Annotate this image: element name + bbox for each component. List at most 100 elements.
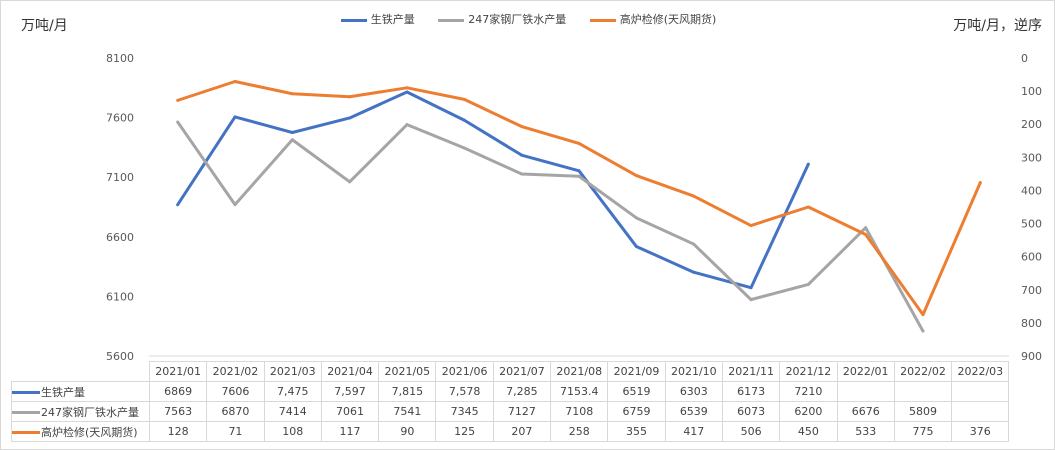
x-tick-label: 2022/01 <box>836 361 895 382</box>
data-label: 125 <box>435 421 494 442</box>
series-name: 生铁产量 <box>41 385 85 399</box>
x-tick-label: 2021/05 <box>378 361 437 382</box>
data-table: 2021/01 2021/02 2021/03 2021/04 2021/05 2021/… <box>11 361 1010 442</box>
right-tick-label: 300 <box>1021 151 1042 164</box>
data-point <box>176 203 180 207</box>
data-point <box>290 92 294 96</box>
data-label: 7061 <box>320 401 380 422</box>
right-tick-label: 700 <box>1021 284 1042 297</box>
legend-label: 生铁产量 <box>370 13 415 26</box>
data-point <box>864 226 868 230</box>
data-point <box>978 180 982 184</box>
x-tick-label: 2022/03 <box>951 361 1010 382</box>
right-tick-label: 0 <box>1021 52 1028 65</box>
data-point <box>176 120 180 124</box>
data-point <box>348 116 352 120</box>
x-tick-label: 2021/03 <box>263 361 322 382</box>
data-point <box>233 203 237 207</box>
data-point <box>405 123 409 127</box>
data-point <box>176 98 180 102</box>
data-point <box>749 298 753 302</box>
data-label: 376 <box>951 421 1010 442</box>
data-point <box>806 282 810 286</box>
right-tick-label: 100 <box>1021 85 1042 98</box>
data-point <box>290 138 294 142</box>
data-point <box>692 270 696 274</box>
x-tick-label: 2021/06 <box>435 361 494 382</box>
data-point <box>233 115 237 119</box>
x-tick-label: 2021/08 <box>550 361 609 382</box>
left-tick-label: 8100 <box>106 52 134 65</box>
series-key <box>12 431 40 434</box>
legend-swatch <box>340 18 367 22</box>
series-line-0 <box>176 90 810 290</box>
data-label: 108 <box>263 421 322 442</box>
table-row: 247家钢厂铁水产量 7563 6870 7414 7061 7541 7345 7127 71… <box>11 401 1010 422</box>
data-point <box>348 180 352 184</box>
table-corner <box>12 362 150 382</box>
series-name: 247家钢厂铁水产量 <box>41 405 139 419</box>
x-tick-label: 2021/12 <box>779 361 838 382</box>
legend-label: 高炉检修(天风期货) <box>619 13 717 26</box>
data-label: 6519 <box>607 381 666 402</box>
data-point <box>462 146 466 150</box>
data-label: 7210 <box>779 381 838 402</box>
data-label: 7,597 <box>320 381 380 402</box>
data-label: 506 <box>721 421 781 442</box>
series-name: 高炉检修(天风期货) <box>41 425 138 439</box>
data-point <box>864 232 868 236</box>
data-label: 417 <box>664 421 723 442</box>
x-tick-label: 2021/11 <box>721 361 781 382</box>
data-point <box>405 86 409 90</box>
legend-item: 生铁产量 <box>340 13 415 26</box>
table-header-row: 2021/01 2021/02 2021/03 2021/04 2021/05 2021/… <box>12 361 1010 382</box>
data-label: 6539 <box>664 401 723 422</box>
series-key <box>12 411 40 414</box>
data-label: 7,285 <box>492 381 552 402</box>
legend-swatch <box>589 18 616 22</box>
right-tick-label: 900 <box>1021 350 1042 363</box>
data-point <box>749 224 753 228</box>
data-point <box>462 97 466 101</box>
x-tick-label: 2021/09 <box>607 361 666 382</box>
data-label: 7606 <box>206 381 265 402</box>
left-tick-label: 6600 <box>106 231 134 244</box>
data-label: 207 <box>492 421 552 442</box>
legend: 生铁产量 247家钢厂铁水产量 高炉检修(天风期货) <box>1 11 1054 27</box>
data-label: 6073 <box>721 401 781 422</box>
table-row: 生铁产量 6869 7606 7,475 7,597 7,815 7,578 7,285 715… <box>11 381 1010 402</box>
row-label: 247家钢厂铁水产量 <box>11 401 150 422</box>
left-axis-unit: 万吨/月 <box>21 18 68 34</box>
data-label: 6200 <box>779 401 838 422</box>
data-point <box>692 242 696 246</box>
data-label: 7108 <box>550 401 609 422</box>
x-tick-label: 2021/02 <box>206 361 265 382</box>
data-label: 7345 <box>435 401 494 422</box>
data-point <box>290 131 294 134</box>
series-line-1 <box>176 121 925 332</box>
data-point <box>921 313 925 317</box>
left-tick-label: 7100 <box>106 171 134 184</box>
data-label: 450 <box>779 421 838 442</box>
data-label: 6173 <box>721 381 781 402</box>
data-label <box>951 381 1010 402</box>
data-point <box>462 118 466 122</box>
data-point <box>520 153 524 157</box>
data-label: 117 <box>320 421 380 442</box>
right-axis-unit: 万吨/月，逆序 <box>953 18 1042 34</box>
x-tick-label: 2021/07 <box>492 361 552 382</box>
data-label <box>951 401 1010 422</box>
data-label: 7127 <box>492 401 552 422</box>
data-label: 128 <box>148 421 208 442</box>
data-label: 6303 <box>664 381 723 402</box>
data-point <box>921 329 925 333</box>
series-key <box>12 391 40 394</box>
x-tick-label: 2021/10 <box>664 361 723 382</box>
x-tick-label: 2021/01 <box>148 361 208 382</box>
data-point <box>577 169 581 173</box>
data-label: 7,578 <box>435 381 494 402</box>
x-tick-label: 2022/02 <box>893 361 953 382</box>
data-label: 7414 <box>263 401 322 422</box>
right-tick-label: 200 <box>1021 118 1042 131</box>
